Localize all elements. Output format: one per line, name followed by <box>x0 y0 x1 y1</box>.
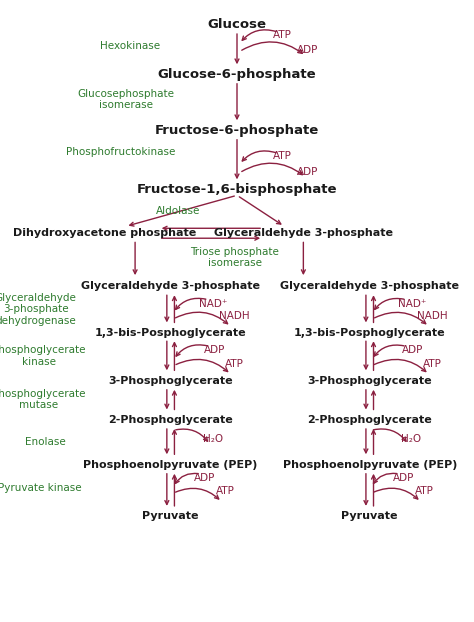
Text: Phosphoglycerate
kinase: Phosphoglycerate kinase <box>0 345 86 366</box>
Text: NAD⁺: NAD⁺ <box>398 299 427 309</box>
Text: Aldolase: Aldolase <box>155 207 200 216</box>
Text: H₂O: H₂O <box>401 434 421 443</box>
Text: ATP: ATP <box>273 151 292 161</box>
Text: 2-Phosphoglycerate: 2-Phosphoglycerate <box>307 415 432 425</box>
Text: Glucose: Glucose <box>208 19 266 31</box>
Text: ATP: ATP <box>273 30 292 40</box>
Text: NADH: NADH <box>219 311 250 321</box>
Text: 2-Phosphoglycerate: 2-Phosphoglycerate <box>108 415 233 425</box>
Text: Glyceraldehyde 3-phosphate: Glyceraldehyde 3-phosphate <box>214 228 393 238</box>
Text: ATP: ATP <box>415 486 434 496</box>
Text: ATP: ATP <box>225 359 244 369</box>
Text: Glucosephosphate
isomerase: Glucosephosphate isomerase <box>77 89 174 110</box>
Text: Phosphoglycerate
mutase: Phosphoglycerate mutase <box>0 389 86 410</box>
Text: Phosphofructokinase: Phosphofructokinase <box>66 147 175 157</box>
Text: ATP: ATP <box>423 359 442 369</box>
Text: Pyruvate: Pyruvate <box>341 511 398 521</box>
Text: 1,3-bis-Posphoglycerate: 1,3-bis-Posphoglycerate <box>95 328 246 338</box>
Text: ADP: ADP <box>393 473 415 483</box>
Text: NAD⁺: NAD⁺ <box>199 299 228 309</box>
Text: Enolase: Enolase <box>25 437 65 447</box>
Text: Dihydroxyacetone phosphate: Dihydroxyacetone phosphate <box>13 228 196 238</box>
Text: 1,3-bis-Posphoglycerate: 1,3-bis-Posphoglycerate <box>294 328 446 338</box>
Text: Glyceraldehyde
3-phosphate
dehydrogenase: Glyceraldehyde 3-phosphate dehydrogenase <box>0 292 76 326</box>
Text: Glyceraldehyde 3-phosphate: Glyceraldehyde 3-phosphate <box>81 281 260 291</box>
Text: Phosphoenolpyruvate (PEP): Phosphoenolpyruvate (PEP) <box>283 460 457 470</box>
Text: NADH: NADH <box>417 311 447 321</box>
Text: H₂O: H₂O <box>203 434 223 443</box>
Text: ATP: ATP <box>216 486 235 496</box>
Text: Glyceraldehyde 3-phosphate: Glyceraldehyde 3-phosphate <box>280 281 459 291</box>
Text: Hexokinase: Hexokinase <box>100 41 160 51</box>
Text: Triose phosphate
isomerase: Triose phosphate isomerase <box>190 247 279 268</box>
Text: Phosphoenolpyruvate (PEP): Phosphoenolpyruvate (PEP) <box>83 460 258 470</box>
Text: ADP: ADP <box>204 345 226 355</box>
Text: Pyruvate kinase: Pyruvate kinase <box>0 483 82 493</box>
Text: 3-Phosphoglycerate: 3-Phosphoglycerate <box>109 376 233 386</box>
Text: Glucose-6-phosphate: Glucose-6-phosphate <box>158 68 316 81</box>
Text: ADP: ADP <box>297 45 319 55</box>
Text: ADP: ADP <box>194 473 216 483</box>
Text: 3-Phosphoglycerate: 3-Phosphoglycerate <box>308 376 432 386</box>
Text: Fructose-1,6-bisphosphate: Fructose-1,6-bisphosphate <box>137 183 337 196</box>
Text: Pyruvate: Pyruvate <box>142 511 199 521</box>
Text: ADP: ADP <box>401 345 423 355</box>
Text: ADP: ADP <box>297 167 319 177</box>
Text: Fructose-6-phosphate: Fructose-6-phosphate <box>155 124 319 137</box>
